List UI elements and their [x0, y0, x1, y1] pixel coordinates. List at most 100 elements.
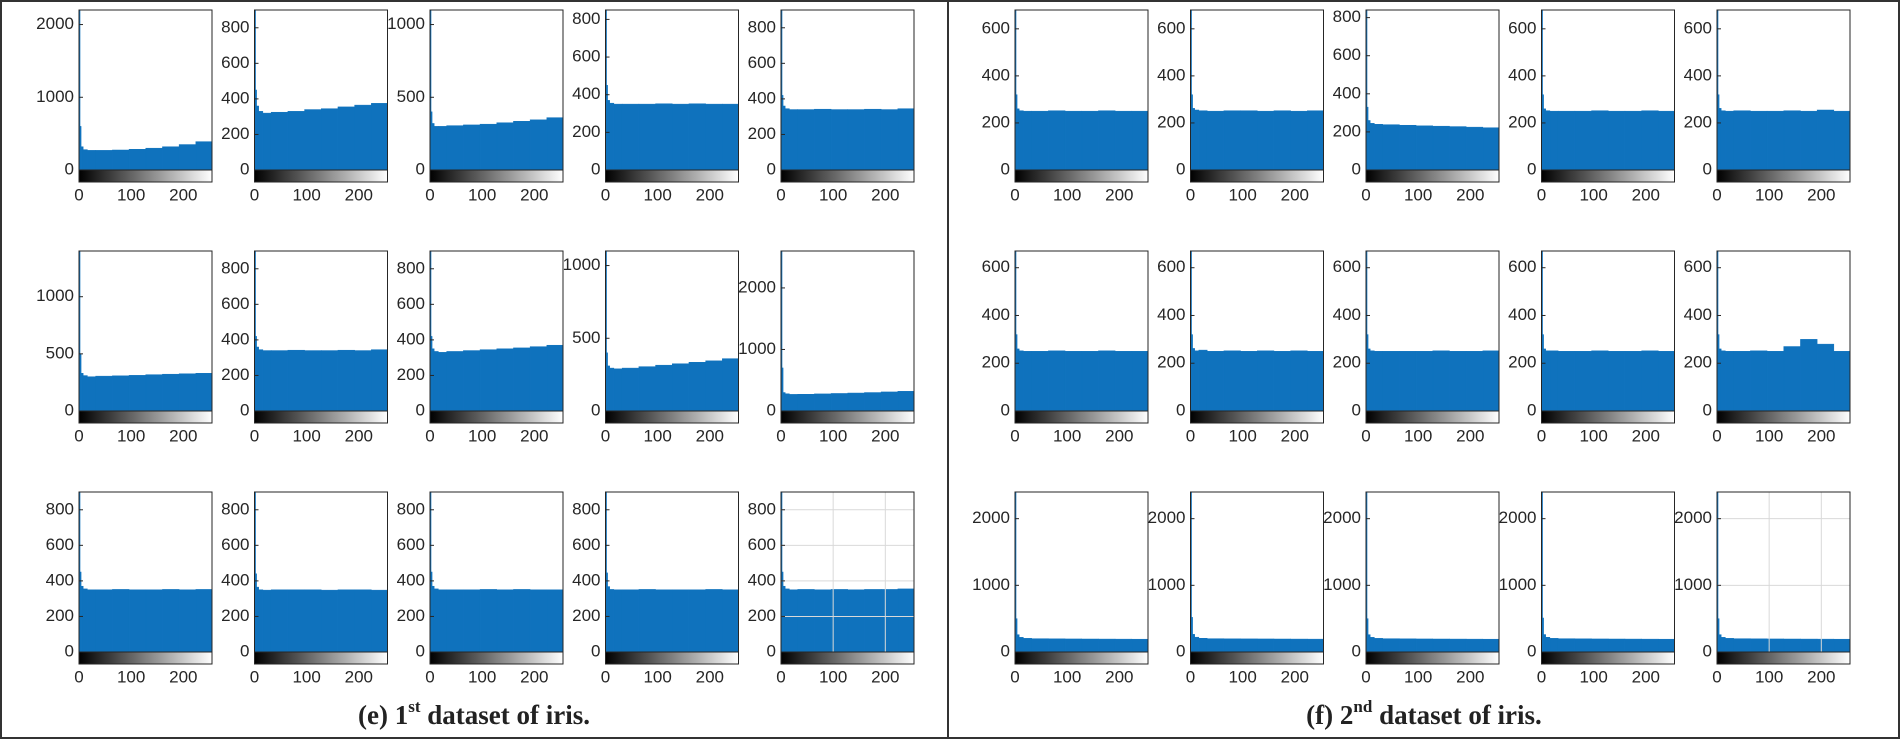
subplot: 0 500 1000 0 100 200 — [387, 9, 564, 204]
x-tick-label: 200 — [1105, 667, 1133, 686]
bar — [82, 375, 88, 411]
x-tick-label: 100 — [468, 667, 496, 686]
subplot: 0 200 400 600 0 100 200 — [982, 9, 1149, 204]
bar — [1190, 10, 1192, 170]
y-tick-label: 600 — [221, 535, 249, 554]
bar — [1064, 351, 1083, 411]
y-tick-label: 0 — [1001, 400, 1010, 419]
x-tick-label: 200 — [1632, 185, 1660, 204]
bar — [1015, 10, 1017, 170]
y-tick-label: 400 — [46, 570, 74, 589]
y-tick-label: 0 — [65, 641, 74, 660]
bar — [112, 375, 130, 411]
colorbar — [254, 169, 388, 183]
bar — [1783, 638, 1801, 652]
bar — [513, 121, 531, 170]
bar — [1064, 110, 1083, 170]
bar — [87, 376, 96, 411]
subplot: 0 200 400 600 0 100 200 — [982, 250, 1149, 445]
bar — [1718, 108, 1722, 170]
bar — [1415, 125, 1434, 170]
y-tick-label: 200 — [221, 124, 249, 143]
x-tick-label: 0 — [1712, 426, 1721, 445]
x-tick-label: 100 — [1053, 185, 1081, 204]
bars — [1190, 10, 1324, 170]
subplot: 0 1000 2000 0 100 200 — [1499, 491, 1675, 686]
y-tick-label: 800 — [1333, 7, 1361, 26]
y-tick-label: 0 — [416, 159, 425, 178]
bar — [1574, 351, 1592, 411]
bar — [82, 588, 88, 652]
bar — [1482, 638, 1499, 652]
bar — [1766, 351, 1785, 411]
bar — [1366, 251, 1368, 411]
x-tick-label: 0 — [74, 667, 83, 686]
bar — [95, 589, 113, 652]
bar — [1543, 348, 1546, 411]
bar — [1048, 110, 1066, 170]
bar — [1048, 350, 1066, 411]
subplot: 0 1000 2000 0 100 200 — [1148, 491, 1324, 686]
x-tick-label: 200 — [520, 426, 548, 445]
bar — [1369, 123, 1375, 170]
bar — [880, 589, 899, 652]
bar — [513, 589, 531, 652]
y-tick-label: 400 — [1157, 65, 1185, 84]
y-tick-label: 200 — [1157, 112, 1185, 131]
bar — [1369, 350, 1375, 411]
x-tick-label: 200 — [1632, 667, 1660, 686]
y-tick-label: 0 — [767, 641, 776, 660]
bar — [1733, 638, 1751, 652]
y-tick-label: 0 — [1176, 400, 1185, 419]
bars — [1541, 251, 1675, 411]
y-tick-label: 600 — [1684, 257, 1712, 276]
bar — [1415, 638, 1434, 652]
bar — [1800, 339, 1818, 411]
bar — [607, 100, 610, 170]
x-tick-label: 200 — [520, 667, 548, 686]
y-tick-label: 0 — [240, 400, 249, 419]
bars — [430, 492, 563, 652]
bar — [195, 589, 212, 652]
x-tick-label: 100 — [1404, 667, 1432, 686]
x-tick-label: 100 — [117, 667, 145, 686]
bars — [1366, 10, 1499, 170]
bar — [304, 350, 322, 411]
subplot: 0 1000 2000 0 100 200 — [972, 491, 1149, 686]
y-tick-label: 0 — [1703, 400, 1712, 419]
bar — [1720, 350, 1726, 411]
bar — [1725, 351, 1734, 411]
y-tick-label: 200 — [397, 365, 425, 384]
x-tick-label: 100 — [819, 426, 847, 445]
bar — [1833, 110, 1850, 170]
bar — [95, 375, 113, 411]
x-tick-label: 0 — [1186, 185, 1195, 204]
x-tick-label: 100 — [1755, 426, 1783, 445]
x-tick-label: 0 — [425, 667, 434, 686]
bars — [1015, 251, 1148, 411]
y-tick-label: 600 — [1333, 257, 1361, 276]
bar — [1750, 350, 1768, 411]
bar — [1750, 110, 1768, 170]
y-tick-label: 200 — [1333, 121, 1361, 140]
bar — [722, 358, 739, 411]
bar — [80, 373, 84, 411]
bar — [1449, 638, 1467, 652]
bars — [781, 251, 914, 411]
x-tick-label: 0 — [425, 426, 434, 445]
bar — [1543, 108, 1546, 170]
colorbar — [780, 169, 915, 183]
y-tick-label: 500 — [572, 328, 600, 347]
y-tick-label: 0 — [416, 641, 425, 660]
bar — [1131, 110, 1148, 170]
x-tick-label: 200 — [520, 185, 548, 204]
bar — [1608, 351, 1626, 411]
bar — [1545, 110, 1551, 170]
x-tick-label: 0 — [1712, 185, 1721, 204]
x-tick-label: 200 — [696, 667, 724, 686]
bar — [782, 392, 786, 411]
bar — [1574, 110, 1592, 170]
y-tick-label: 400 — [748, 570, 776, 589]
caption-sup: st — [408, 697, 421, 716]
bar — [431, 123, 435, 170]
